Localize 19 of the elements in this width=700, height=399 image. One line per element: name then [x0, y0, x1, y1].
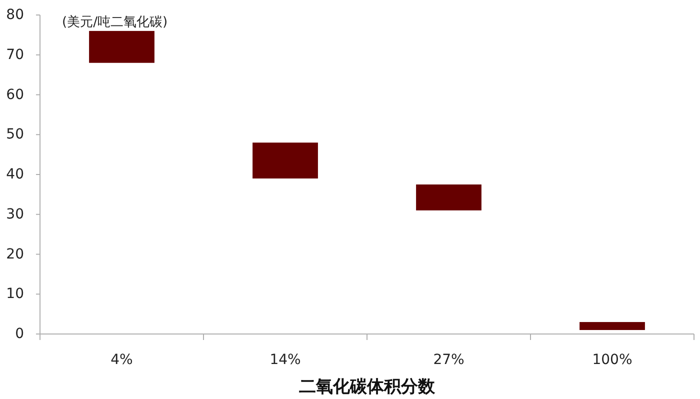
y-tick-label: 60: [6, 86, 24, 103]
y-axis-title: (美元/吨二氧化碳): [62, 14, 168, 30]
y-tick-label: 50: [6, 126, 24, 143]
x-tick-label: 14%: [270, 352, 301, 368]
y-tick-label: 40: [6, 166, 24, 182]
y-tick-label: 30: [6, 206, 24, 222]
bar: [580, 322, 645, 330]
x-tick-label: 4%: [110, 352, 133, 368]
y-tick-label: 20: [6, 246, 24, 262]
bar: [252, 142, 318, 178]
x-tick-label: 27%: [433, 352, 464, 368]
x-tick-label: 100%: [592, 352, 632, 368]
y-tick-label: 10: [6, 286, 24, 302]
x-axis-title: 二氧化碳体积分数: [299, 377, 436, 397]
bar: [416, 184, 482, 210]
bar: [89, 30, 154, 63]
y-tick-label: 80: [6, 7, 24, 23]
y-tick-label: 70: [6, 46, 24, 63]
y-tick-label: 0: [15, 326, 24, 342]
